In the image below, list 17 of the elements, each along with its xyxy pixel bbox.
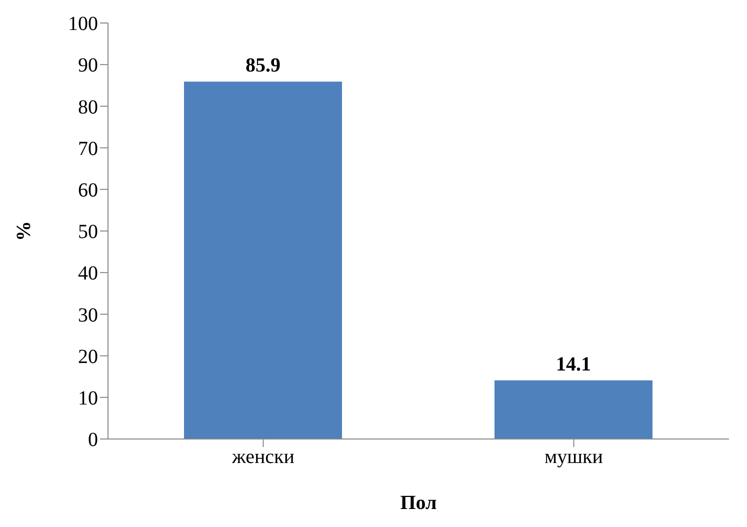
y-tick-label: 50 xyxy=(78,221,98,244)
x-tick-label: женски xyxy=(231,446,295,468)
x-tick-label: мушки xyxy=(544,446,604,468)
y-tick-label: 30 xyxy=(78,304,98,326)
data-label: 14.1 xyxy=(556,353,591,376)
y-tick-label: 100 xyxy=(68,13,98,36)
y-tick-label: 10 xyxy=(78,388,98,410)
y-tick-label: 20 xyxy=(78,346,98,368)
y-tick-label: 70 xyxy=(78,138,98,160)
y-tick-label: 80 xyxy=(78,96,98,118)
data-label: 85.9 xyxy=(246,54,280,77)
y-axis-title: % xyxy=(13,221,36,241)
y-tick-label: 60 xyxy=(78,180,98,202)
y-tick-label: 90 xyxy=(78,54,98,77)
y-tick-label: 0 xyxy=(88,429,98,452)
x-axis-title: Пол xyxy=(400,492,437,514)
y-tick-label: 40 xyxy=(78,262,98,285)
